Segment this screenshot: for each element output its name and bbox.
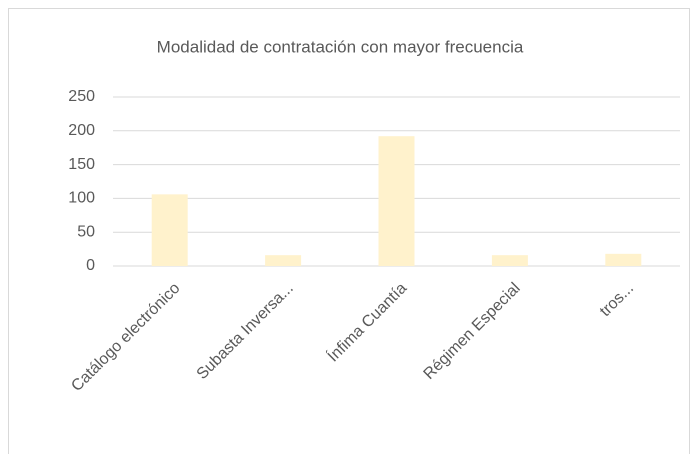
bar [378,136,415,266]
bar [151,194,188,266]
chart-frame [8,8,690,459]
bar [265,255,302,266]
y-tick-label: 0 [86,257,95,274]
y-tick-label: 100 [68,190,95,207]
y-tick-label: 250 [68,88,95,105]
y-tick-label: 200 [68,122,95,139]
y-tick-label: 50 [77,223,95,240]
y-tick-label: 150 [68,156,95,173]
chart-title: Modalidad de contratación con mayor frec… [157,37,524,56]
bar [491,255,528,266]
bar [605,253,642,266]
